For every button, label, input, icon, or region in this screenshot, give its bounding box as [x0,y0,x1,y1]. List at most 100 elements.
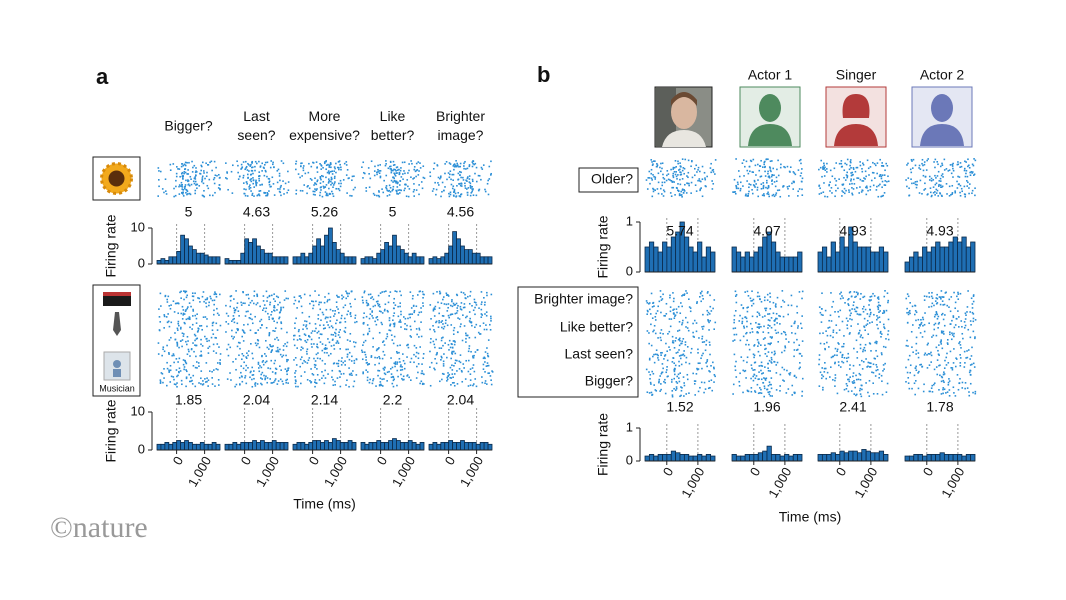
spike [176,342,179,344]
spike [880,177,883,180]
spike [490,320,492,322]
spike [295,168,297,171]
spike [273,310,276,312]
spike [662,195,665,197]
spike [405,184,407,186]
spike [881,162,883,164]
spike [770,362,773,364]
spike [654,176,657,179]
spike [490,315,492,318]
spike [399,369,402,371]
spike [886,292,889,295]
spike [746,290,749,293]
spike [380,384,383,387]
spike [906,321,909,324]
spike [444,186,446,188]
spike [179,370,182,372]
spike [405,328,408,331]
spike [767,362,769,365]
x-tick-label: 0 [374,454,391,468]
spike [467,295,469,298]
spike [349,373,351,376]
spike [453,304,456,306]
spike [650,172,653,175]
spike [416,365,418,368]
spike [783,380,785,382]
spike [841,360,843,363]
spike [378,310,381,312]
spike [963,185,966,188]
spike [165,316,168,318]
spike [311,300,313,303]
spike [824,195,826,198]
spike [754,164,757,167]
spike [927,158,930,160]
spike [379,170,382,172]
spike [457,331,459,334]
question-label: Like better? [560,319,633,335]
spike [852,167,855,169]
spike [158,170,160,172]
spike [362,344,364,346]
spike [198,185,201,187]
spike [206,377,208,379]
spike [662,176,665,179]
spike [398,173,401,176]
spike [714,159,717,161]
spike [488,165,491,168]
spike [796,348,799,351]
histogram-bar [779,256,785,273]
histogram-bar [688,455,694,462]
spike [216,312,219,315]
spike [769,325,771,327]
spike [696,367,698,370]
spike [872,161,874,164]
spike [663,181,666,184]
spike [678,377,680,379]
spike [444,322,447,325]
spike [413,361,415,364]
spike [433,367,435,370]
spike [741,162,744,164]
spike [853,301,855,303]
spike [413,344,416,347]
spike [864,343,867,346]
spike [971,172,973,174]
spike [696,171,698,173]
spike [334,181,336,183]
spike [179,291,181,294]
spike [861,384,863,387]
spike [713,373,716,376]
spike [657,305,660,308]
spike [471,185,473,188]
spike [760,325,762,328]
spike [341,294,343,297]
spike [443,303,446,305]
spike [822,386,824,389]
spike [266,381,269,384]
spike [346,379,348,382]
spike [955,357,957,359]
spike [286,191,288,194]
spike [656,188,659,190]
spike [324,377,327,379]
spike [937,353,940,356]
spike [203,300,205,303]
spike [789,166,792,169]
spike [327,194,329,197]
spike [752,171,754,174]
spike [446,356,448,359]
histogram-bar [821,246,828,273]
spike [676,189,679,192]
spike [870,299,872,301]
spike [334,380,336,383]
spike [405,195,408,198]
spike [746,306,748,309]
spike [273,293,275,295]
spike [788,185,791,187]
spike [316,346,319,349]
spike [225,304,227,307]
spike [440,339,443,342]
column-header: Actor 2 [920,67,965,83]
spike [326,347,328,350]
